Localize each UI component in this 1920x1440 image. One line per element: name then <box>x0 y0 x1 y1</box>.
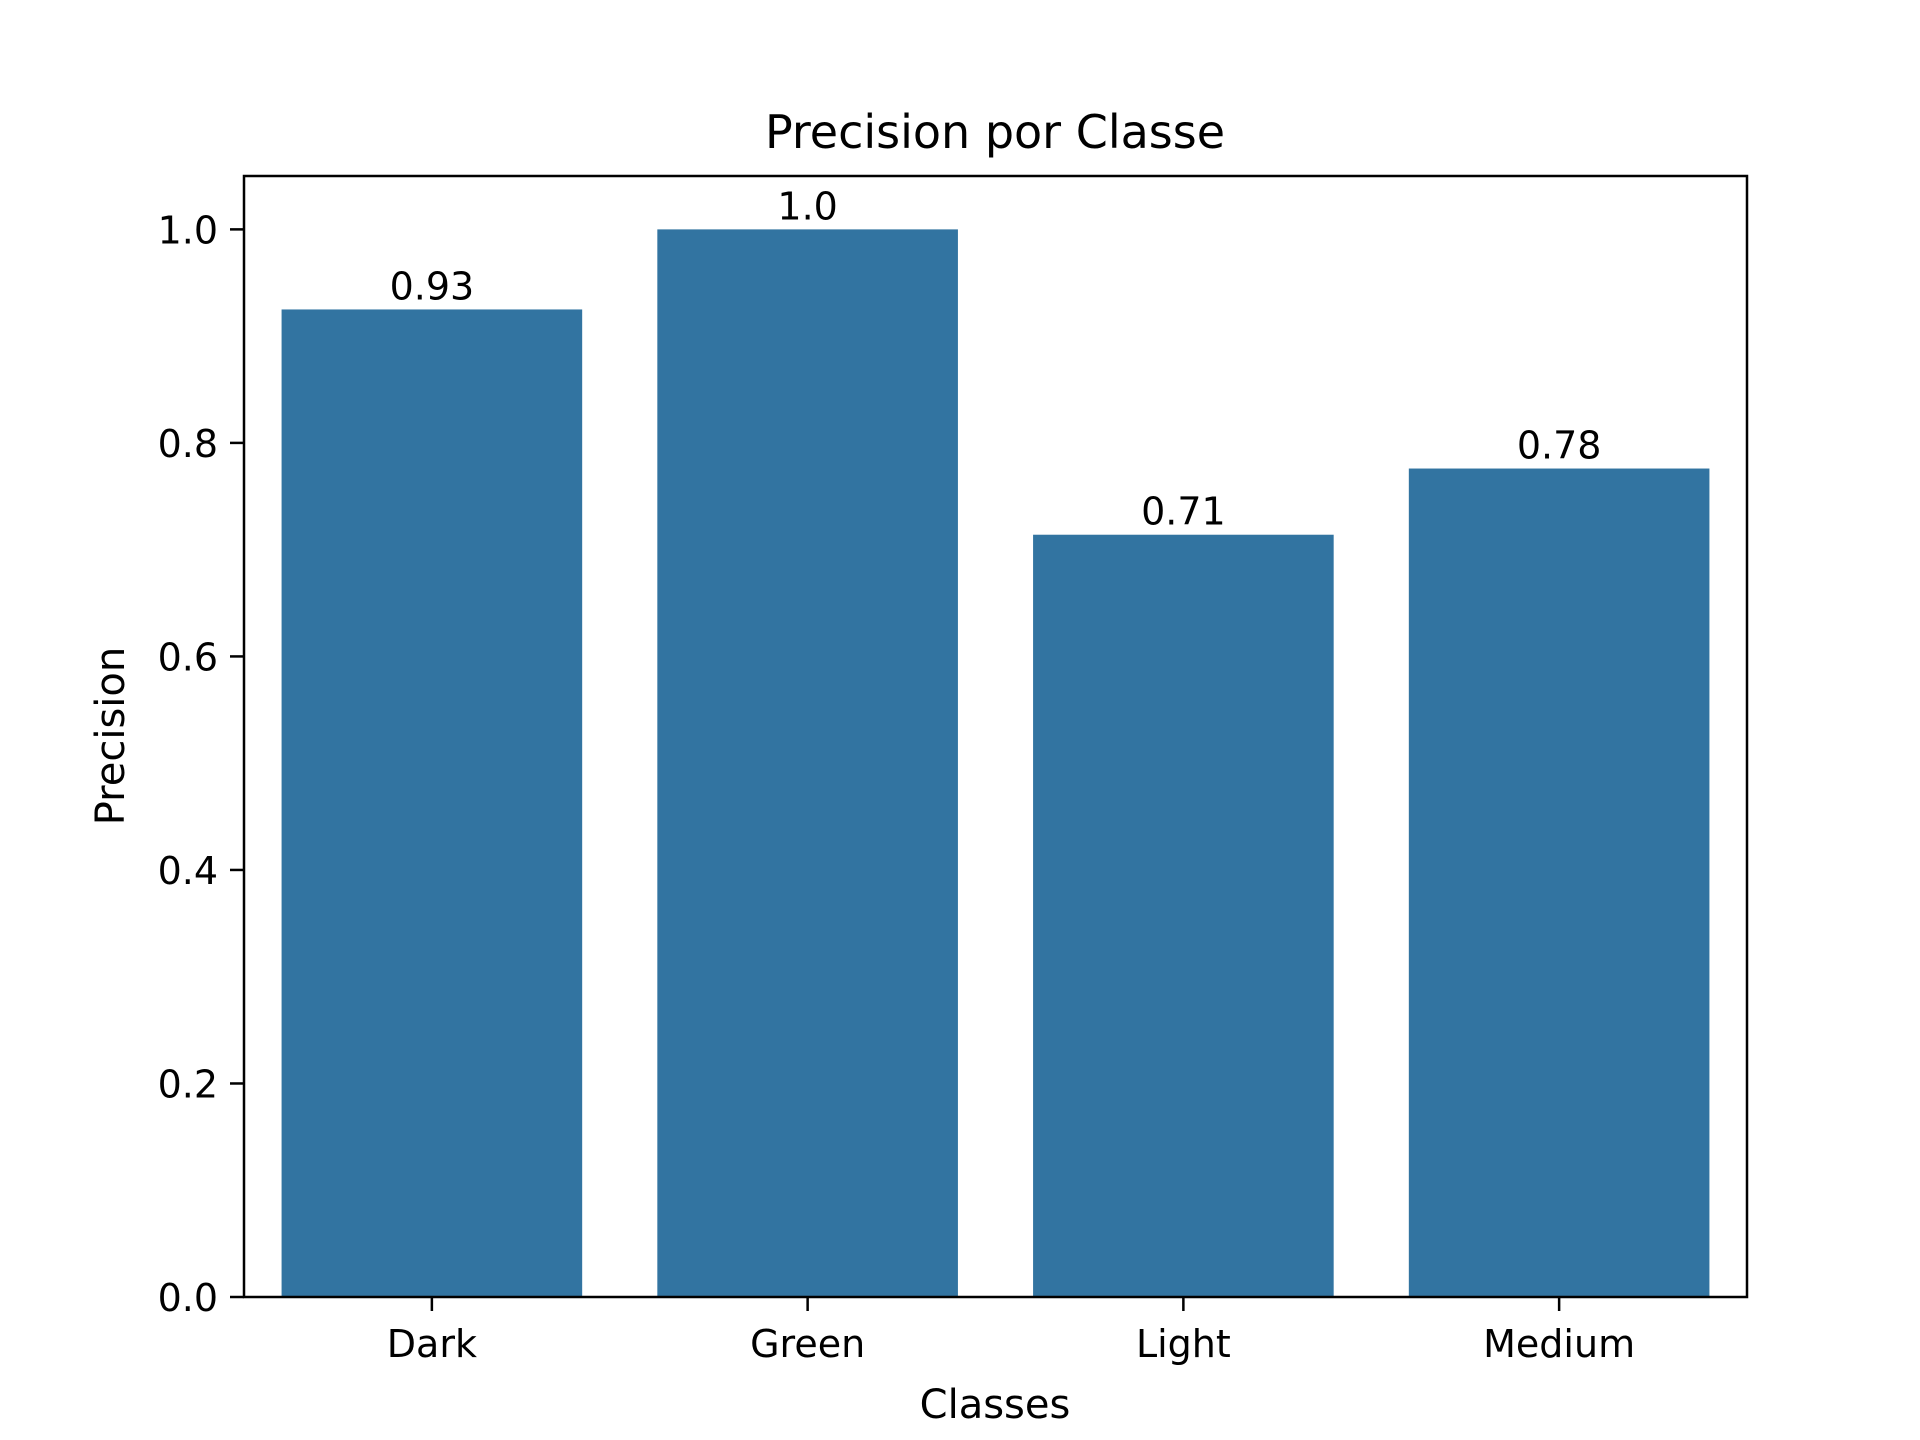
y-axis-label: Precision <box>88 647 134 825</box>
bar-green <box>657 229 958 1297</box>
y-tick-label: 0.2 <box>158 1062 218 1106</box>
y-tick-label: 1.0 <box>158 208 218 252</box>
x-tick-label-medium: Medium <box>1483 1322 1635 1366</box>
x-axis-label: Classes <box>920 1382 1071 1428</box>
bar-light <box>1033 534 1334 1297</box>
chart-title: Precision por Classe <box>765 105 1225 159</box>
x-tick-label-green: Green <box>750 1322 865 1366</box>
data-label-green: 1.0 <box>777 184 837 228</box>
x-tick-label-light: Light <box>1136 1322 1231 1366</box>
y-tick-label: 0.6 <box>158 635 218 679</box>
y-tick-label: 0.8 <box>158 422 218 466</box>
bar-medium <box>1408 468 1710 1298</box>
data-label-dark: 0.93 <box>390 264 475 308</box>
bar-dark <box>281 309 583 1297</box>
data-label-light: 0.71 <box>1141 490 1226 534</box>
y-tick-label: 0.0 <box>158 1276 218 1320</box>
x-axis: Dark Green Light Medium <box>387 1297 1635 1366</box>
plot-frame <box>242 174 1749 1299</box>
x-tick-label-dark: Dark <box>387 1322 477 1366</box>
data-label-medium: 0.78 <box>1517 424 1602 468</box>
bars-layer <box>281 229 1710 1298</box>
y-tick-label: 0.4 <box>158 849 218 893</box>
y-axis: 0.0 0.2 0.4 0.6 0.8 1.0 <box>158 208 244 1320</box>
value-labels-layer: 0.93 1.0 0.71 0.78 <box>390 184 1602 533</box>
